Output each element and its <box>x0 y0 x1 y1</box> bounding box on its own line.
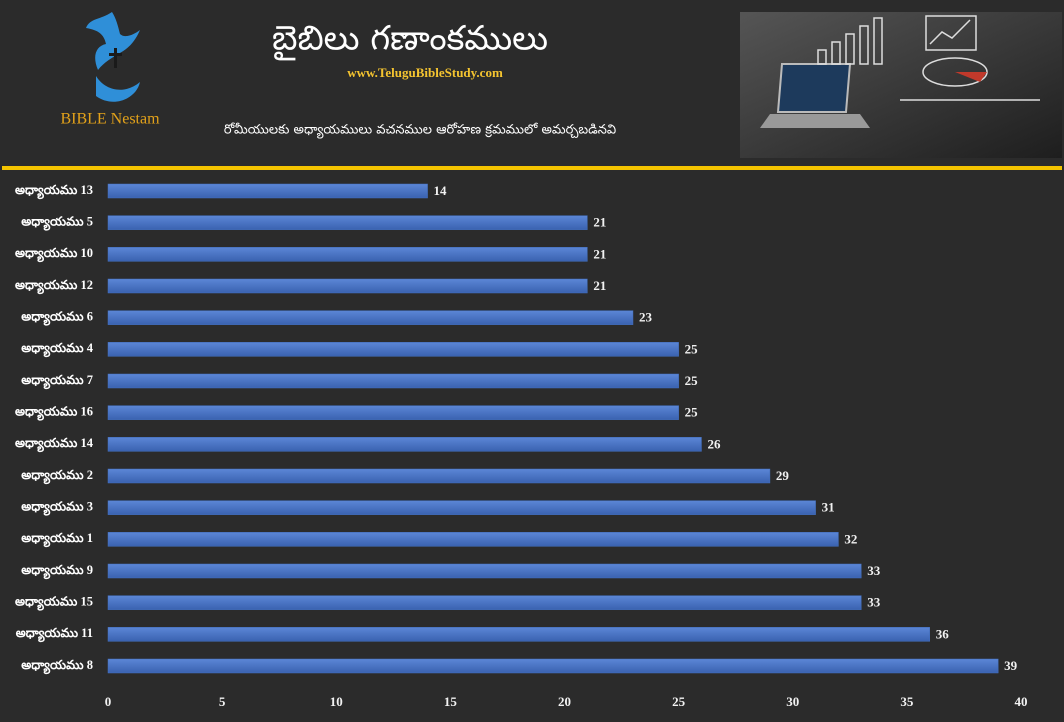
bar <box>107 342 679 357</box>
bar <box>107 595 862 610</box>
value-label: 33 <box>867 595 881 610</box>
bar <box>107 658 999 674</box>
value-label: 32 <box>844 531 857 546</box>
value-label: 33 <box>867 563 881 578</box>
y-tick-label: అధ్యాయము 9 <box>21 563 93 580</box>
bar <box>107 310 634 325</box>
header-image <box>740 12 1062 158</box>
value-label: 26 <box>707 436 721 451</box>
x-tick-label: 10 <box>330 694 343 709</box>
bar <box>107 532 839 547</box>
chart-title: బైబిలు గణాంకములు <box>272 19 548 61</box>
value-label: 29 <box>776 468 790 483</box>
y-tick-label: అధ్యాయము 2 <box>21 468 93 485</box>
y-tick-label: అధ్యాయము 7 <box>21 373 93 390</box>
bar <box>107 247 588 262</box>
y-tick-label: అధ్యాయము 6 <box>21 310 93 327</box>
y-tick-label: అధ్యాయము 14 <box>15 436 94 453</box>
y-tick-label: అధ్యాయము 13 <box>15 183 93 200</box>
bar <box>107 405 679 420</box>
value-label: 14 <box>434 183 448 198</box>
value-label: 31 <box>822 500 835 515</box>
bar <box>107 183 428 199</box>
bar <box>107 627 930 642</box>
logo-text: BIBLE Nestam <box>60 111 160 128</box>
x-tick-label: 20 <box>558 694 571 709</box>
x-tick-label: 15 <box>444 694 458 709</box>
y-tick-label: అధ్యాయము 11 <box>16 626 93 643</box>
website: www.TeluguBibleStudy.com <box>347 65 503 80</box>
y-tick-label: అధ్యాయము 1 <box>21 531 93 548</box>
value-label: 25 <box>685 341 699 356</box>
x-tick-label: 5 <box>219 694 226 709</box>
chart-subtitle: రోమీయులకు అధ్యాయములు వచనముల ఆరోహణ క్రమము… <box>224 122 616 140</box>
y-tick-label: అధ్యాయము 4 <box>21 341 93 358</box>
value-label: 25 <box>685 373 699 388</box>
value-label: 23 <box>639 310 653 325</box>
divider <box>2 166 1062 170</box>
bar <box>107 563 862 579</box>
value-label: 21 <box>593 246 606 261</box>
value-label: 25 <box>685 405 699 420</box>
bar <box>107 215 588 230</box>
bar <box>107 500 816 515</box>
x-tick-label: 25 <box>672 694 686 709</box>
x-tick-label: 30 <box>786 694 799 709</box>
bar <box>107 437 702 452</box>
x-tick-label: 0 <box>105 694 112 709</box>
y-tick-label: అధ్యాయము 15 <box>15 595 93 612</box>
x-tick-label: 40 <box>1015 694 1028 709</box>
y-tick-label: అధ్యాయము 3 <box>21 500 93 517</box>
logo: BIBLE Nestam <box>60 12 160 128</box>
y-tick-label: అధ్యాయము 10 <box>15 246 93 263</box>
y-tick-label: అధ్యాయము 5 <box>21 215 93 232</box>
x-tick-label: 35 <box>900 694 914 709</box>
y-tick-label: అధ్యాయము 16 <box>15 405 93 422</box>
value-label: 21 <box>593 215 606 230</box>
value-label: 21 <box>593 278 606 293</box>
y-tick-label: అధ్యాయము 12 <box>15 278 93 295</box>
plot-area: 0 5 10 15 20 25 30 35 40 అధ్యాయము 13 14 అధ్యాయము 5 2… <box>15 183 1027 709</box>
bar <box>107 373 679 389</box>
bar <box>107 468 771 484</box>
value-label: 36 <box>936 626 950 641</box>
y-tick-label: అధ్యాయము 8 <box>21 658 93 675</box>
value-label: 39 <box>1004 658 1018 673</box>
bar <box>107 278 588 294</box>
